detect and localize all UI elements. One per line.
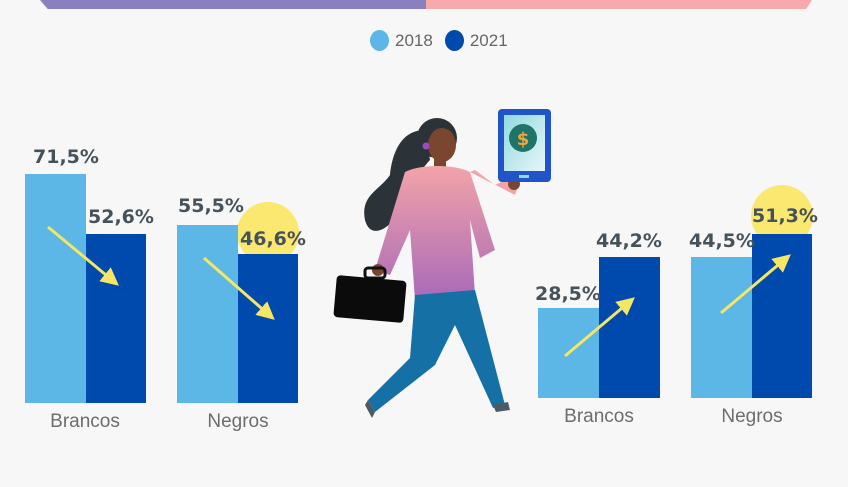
legend-label-2018: 2018 [395, 30, 433, 50]
bar-brancos-2018-left [25, 174, 86, 403]
header-banner-left [40, 0, 426, 9]
briefcase-icon [333, 266, 407, 323]
woman-illustration: $ [333, 109, 551, 418]
value-label: 28,5% [535, 283, 601, 305]
category-label: Negros [207, 411, 269, 432]
value-label: 44,5% [689, 230, 755, 252]
bar-brancos-2021-right [599, 257, 660, 398]
svg-text:$: $ [517, 129, 530, 150]
value-label: 44,2% [596, 230, 662, 252]
value-label: 55,5% [178, 195, 244, 217]
arrow-down-icon [47, 225, 275, 320]
tablet-icon: $ [498, 109, 551, 182]
value-label: 51,3% [752, 205, 818, 227]
category-label: Brancos [564, 406, 634, 427]
legend-item-2018: 2018 [370, 30, 433, 51]
value-label: 52,6% [88, 206, 154, 228]
chart-legend: 2018 2021 [370, 30, 514, 51]
value-label: 46,6% [240, 228, 306, 250]
bar-brancos-2021-left [86, 234, 146, 403]
bar-negros-2018-left [177, 225, 238, 403]
legend-item-2021: 2021 [444, 30, 508, 51]
legend-swatch-2018 [370, 30, 389, 51]
pants [368, 290, 505, 412]
legend-swatch-2021 [444, 30, 464, 51]
hair [364, 130, 430, 231]
bar-negros-2021-left [238, 254, 298, 403]
arrow-up-icon [564, 254, 791, 358]
value-label: 71,5% [33, 146, 99, 168]
bar-negros-2018-right [691, 257, 752, 398]
legend-label-2021: 2021 [469, 30, 508, 50]
category-label: Negros [721, 406, 783, 427]
category-label: Brancos [50, 411, 120, 432]
dollar-coin-icon [509, 124, 537, 152]
header-banner-right [426, 0, 812, 9]
highlight-circle [237, 202, 299, 264]
shirt [375, 166, 495, 300]
